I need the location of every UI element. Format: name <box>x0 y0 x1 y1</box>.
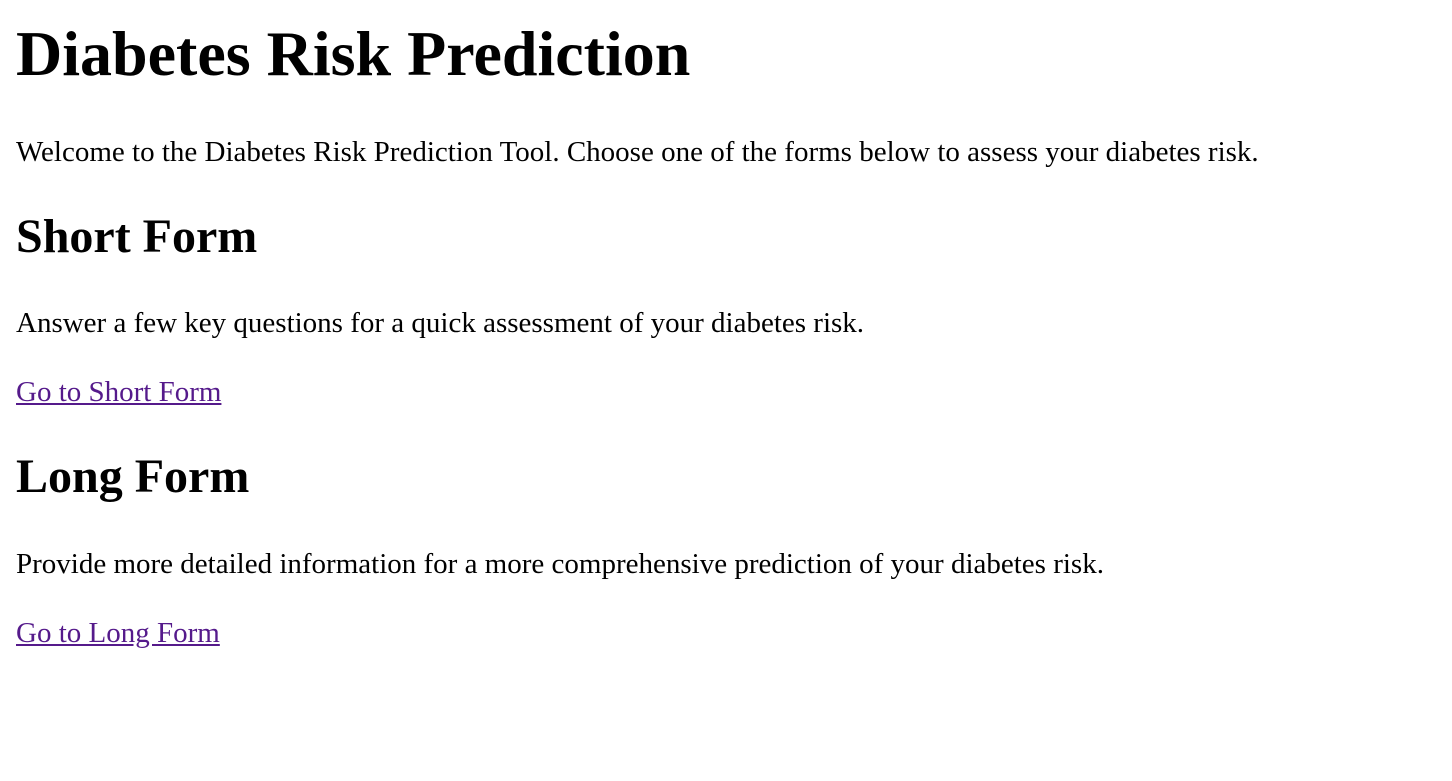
long-form-link[interactable]: Go to Long Form <box>16 617 220 649</box>
page-title: Diabetes Risk Prediction <box>16 18 691 89</box>
long-form-description: Provide more detailed information for a … <box>16 548 1104 580</box>
intro-text: Welcome to the Diabetes Risk Prediction … <box>16 136 1259 168</box>
short-form-description: Answer a few key questions for a quick a… <box>16 307 865 339</box>
short-form-link[interactable]: Go to Short Form <box>16 376 222 408</box>
short-form-heading: Short Form <box>16 210 258 263</box>
long-form-heading: Long Form <box>16 450 250 503</box>
